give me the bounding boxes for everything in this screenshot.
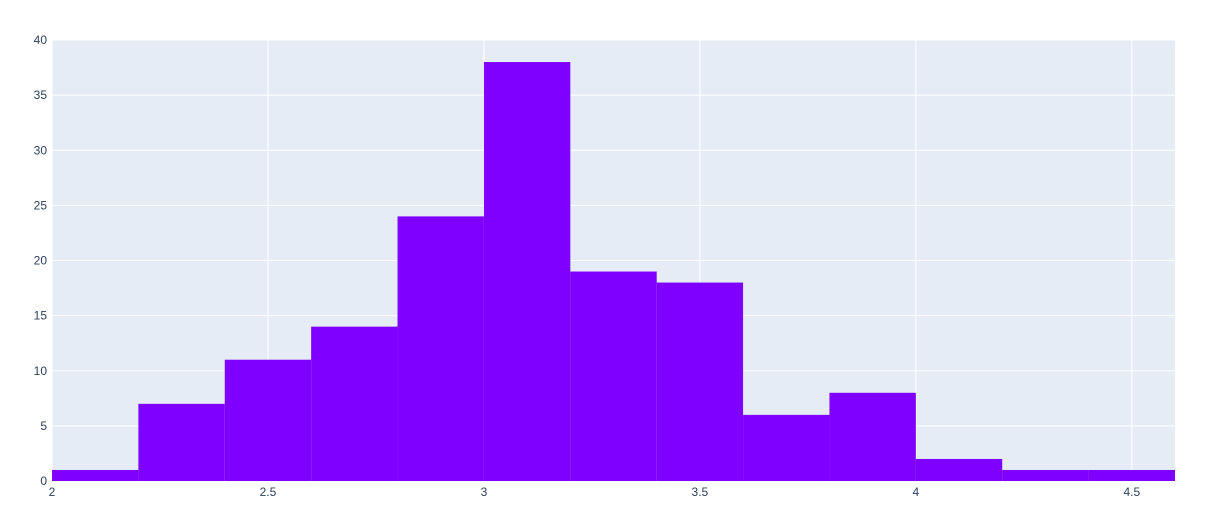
histogram-bar — [656, 282, 744, 481]
histogram-bars — [52, 62, 1175, 482]
x-tick-label: 2.5 — [260, 485, 277, 499]
histogram-bar — [483, 62, 571, 482]
y-tick-label: 15 — [34, 309, 48, 323]
y-tick-label: 20 — [34, 254, 48, 268]
y-tick-label: 5 — [40, 419, 47, 433]
x-tick-label: 3.5 — [692, 485, 709, 499]
histogram-bar — [52, 469, 139, 481]
histogram-bar — [570, 271, 657, 481]
x-tick-label: 4 — [913, 485, 920, 499]
x-tick-label: 3 — [481, 485, 488, 499]
y-tick-label: 40 — [34, 33, 48, 47]
y-tick-label: 0 — [40, 474, 47, 488]
histogram-bar — [829, 392, 916, 481]
histogram-bar — [397, 216, 484, 481]
y-axis-tick-labels: 0 5 10 15 20 25 30 35 40 — [34, 33, 48, 488]
y-tick-label: 35 — [34, 88, 48, 102]
histogram-bar — [311, 326, 398, 481]
histogram-bar — [743, 414, 830, 481]
histogram-bar — [138, 403, 225, 481]
x-tick-label: 4.5 — [1123, 485, 1140, 499]
histogram-bar — [224, 359, 312, 481]
x-axis-tick-labels: 2 2.5 3 3.5 4 4.5 — [49, 485, 1141, 499]
x-tick-label: 2 — [49, 485, 56, 499]
histogram-bar — [915, 458, 1003, 481]
histogram-bar — [1088, 469, 1175, 481]
y-tick-label: 10 — [34, 364, 48, 378]
y-tick-label: 25 — [34, 198, 48, 212]
histogram-bar — [1002, 469, 1089, 481]
y-tick-label: 30 — [34, 143, 48, 157]
